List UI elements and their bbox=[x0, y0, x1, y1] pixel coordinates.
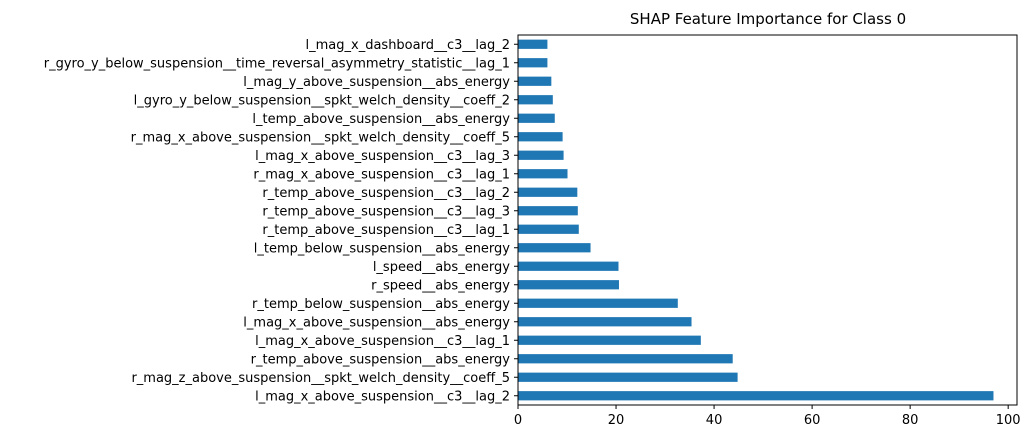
x-tick-label: 0 bbox=[514, 413, 522, 428]
y-tick-label: r_mag_x_above_suspension__spkt_welch_den… bbox=[131, 130, 510, 145]
bar bbox=[518, 206, 578, 216]
y-tick-label: r_gyro_y_below_suspension__time_reversal… bbox=[44, 56, 510, 71]
bar bbox=[518, 280, 619, 290]
bar bbox=[518, 354, 733, 364]
bar bbox=[518, 39, 548, 49]
x-tick-label: 100 bbox=[996, 413, 1021, 428]
chart-title: SHAP Feature Importance for Class 0 bbox=[630, 10, 906, 28]
y-tick-label: l_mag_x_above_suspension__abs_energy bbox=[243, 315, 510, 330]
y-tick-label: l_gyro_y_below_suspension__spkt_welch_de… bbox=[134, 93, 510, 108]
bar bbox=[518, 95, 553, 105]
y-tick-label: r_temp_above_suspension__abs_energy bbox=[251, 352, 511, 367]
bar bbox=[518, 224, 579, 234]
y-tick-label: l_temp_below_suspension__abs_energy bbox=[254, 241, 511, 256]
y-tick-label: l_mag_x_dashboard__c3__lag_2 bbox=[306, 38, 510, 53]
y-tick-label: r_speed__abs_energy bbox=[371, 278, 510, 293]
y-tick-label: r_temp_above_suspension__c3__lag_1 bbox=[262, 223, 510, 238]
y-tick-label: l_mag_x_above_suspension__c3__lag_1 bbox=[255, 334, 510, 349]
y-tick-label: l_mag_y_above_suspension__abs_energy bbox=[243, 75, 510, 90]
y-tick-label: l_speed__abs_energy bbox=[373, 260, 510, 275]
x-tick-label: 60 bbox=[804, 413, 821, 428]
x-tick-label: 20 bbox=[608, 413, 625, 428]
x-tick-label: 40 bbox=[706, 413, 723, 428]
bar bbox=[518, 169, 568, 179]
y-tick-label: r_mag_x_above_suspension__c3__lag_1 bbox=[253, 167, 510, 182]
bar bbox=[518, 317, 692, 327]
x-tick-label: 80 bbox=[902, 413, 919, 428]
y-tick-label: l_temp_above_suspension__abs_energy bbox=[252, 112, 510, 127]
bar bbox=[518, 391, 994, 401]
bar bbox=[518, 261, 619, 271]
bar bbox=[518, 150, 564, 160]
bar bbox=[518, 335, 701, 345]
y-tick-label: r_mag_z_above_suspension__spkt_welch_den… bbox=[131, 371, 510, 386]
y-tick-label: l_mag_x_above_suspension__c3__lag_3 bbox=[255, 149, 510, 164]
y-tick-label: l_mag_x_above_suspension__c3__lag_2 bbox=[255, 389, 510, 404]
x-tick-group: 0 20 40 60 80 100 bbox=[514, 405, 1021, 428]
y-tick-label: r_temp_below_suspension__abs_energy bbox=[252, 297, 510, 312]
bar bbox=[518, 58, 548, 68]
bar bbox=[518, 187, 578, 197]
plot-frame bbox=[517, 34, 1018, 406]
y-tick-label: r_temp_above_suspension__c3__lag_3 bbox=[262, 204, 510, 219]
y-tick-label: r_temp_above_suspension__c3__lag_2 bbox=[262, 186, 510, 201]
bar bbox=[518, 76, 552, 86]
bars-group bbox=[518, 39, 994, 401]
bar bbox=[518, 243, 591, 253]
bar bbox=[518, 372, 738, 382]
bar bbox=[518, 113, 555, 123]
y-tick-labels: l_mag_x_above_suspension__c3__lag_2 r_mag… bbox=[44, 38, 518, 404]
bar bbox=[518, 298, 678, 308]
bar bbox=[518, 132, 563, 142]
